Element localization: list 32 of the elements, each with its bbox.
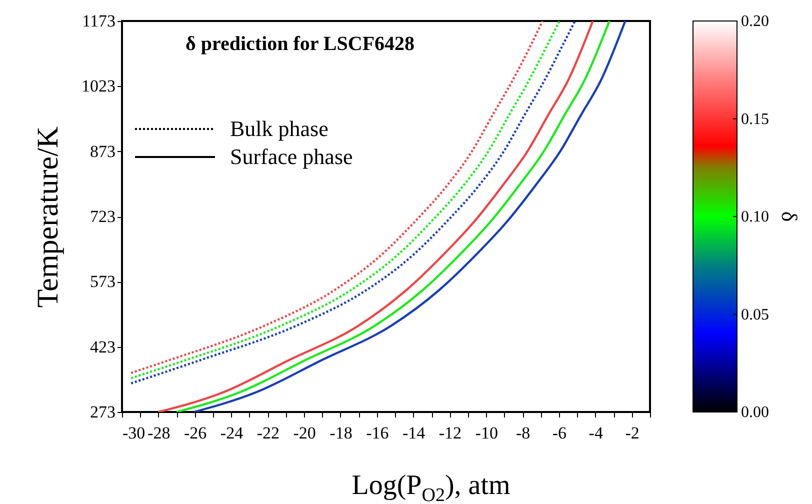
x-tick-label: -28 (148, 424, 170, 442)
y-tick-label: 1173 (82, 12, 116, 30)
x-tick-label: -10 (475, 424, 498, 442)
x-tick-label: -4 (588, 424, 604, 442)
y-tick-label: 1023 (82, 76, 116, 96)
x-tick-label: -20 (293, 424, 316, 442)
x-tick-label: -14 (402, 424, 426, 442)
x-tick-label: -22 (256, 424, 280, 442)
y-tick-label: 723 (90, 207, 116, 226)
x-tick-label: -26 (184, 424, 207, 442)
y-tick-label: 873 (90, 142, 116, 161)
y-tick-label: 423 (90, 337, 116, 356)
color-bar-label: 0.05 (741, 306, 769, 324)
annotation: Bulk phase (230, 116, 328, 141)
color-bar-title: δ (777, 211, 802, 222)
y-tick-label: 573 (90, 272, 116, 292)
color-bar-label: 0.15 (741, 110, 769, 128)
x-tick-label: -8 (516, 424, 530, 442)
x-tick-label: -24 (220, 424, 244, 442)
x-tick-label: -6 (552, 424, 567, 442)
y-axis-title: Temperature/K (32, 126, 64, 308)
text: δ prediction for LSCF6428 (185, 33, 415, 55)
annotation: Surface phase (230, 144, 353, 169)
x-tick-label: -16 (366, 424, 389, 442)
x-tick-label: -12 (438, 424, 462, 442)
x-tick-label: -2 (625, 424, 640, 442)
color-bar-label: 0.00 (741, 404, 769, 421)
color-bar-label: 0.10 (741, 208, 769, 226)
y-tick-label: 273 (90, 402, 116, 422)
x-tick-label: -30 (122, 424, 146, 442)
x-tick-label: -18 (330, 424, 352, 442)
color-bar-label: 0.20 (741, 13, 769, 30)
